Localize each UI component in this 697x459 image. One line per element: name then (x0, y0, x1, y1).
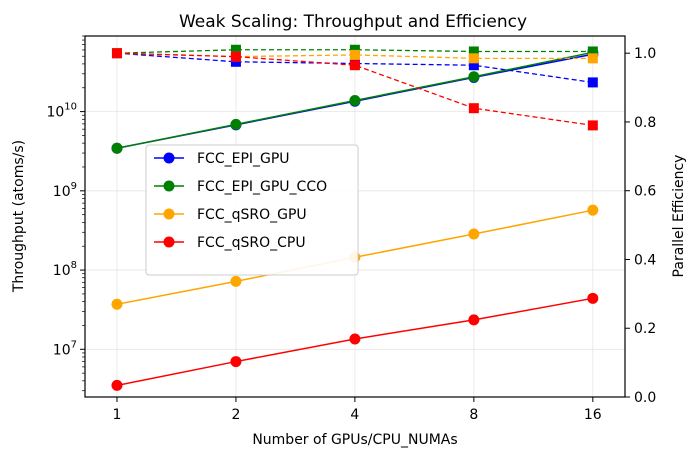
throughput-point-fcc-qsro-gpu (587, 204, 599, 216)
legend-label-fcc-epi-gpu-cco: FCC_EPI_GPU_CCO (197, 179, 327, 195)
y-left-tick-label: 109 (53, 181, 77, 200)
y-right-axis-label: Parallel Efficiency (671, 155, 687, 278)
x-tick-label: 2 (231, 407, 240, 423)
efficiency-point-fcc-qsro-cpu (468, 103, 479, 114)
x-tick-label: 16 (584, 407, 602, 423)
legend-label-fcc-epi-gpu: FCC_EPI_GPU (197, 151, 290, 167)
legend: FCC_EPI_GPU FCC_EPI_GPU_CCO FCC_qSRO_GPU FC… (145, 144, 359, 276)
x-tick-label: 4 (350, 407, 359, 423)
y-left-tick-label: 1010 (46, 102, 77, 121)
efficiency-point-fcc-qsro-cpu (349, 60, 360, 71)
throughput-point-fcc-epi-gpu-cco (230, 118, 242, 130)
legend-label-fcc-qsro-gpu: FCC_qSRO_GPU (197, 207, 307, 223)
chart-title: Weak Scaling: Throughput and Efficiency (179, 12, 527, 32)
legend-marker-fcc-qsro-cpu (163, 236, 175, 248)
efficiency-point-fcc-epi-gpu-cco (349, 44, 360, 55)
efficiency-point-fcc-qsro-gpu (468, 53, 479, 64)
legend-box (145, 144, 359, 276)
throughput-point-fcc-epi-gpu-cco (349, 95, 361, 107)
y-right-tick-label: 0.0 (634, 390, 656, 406)
throughput-point-fcc-qsro-cpu (349, 333, 361, 345)
y-left-axis-label: Throughput (atoms/s) (11, 140, 27, 293)
throughput-point-fcc-epi-gpu-cco (111, 142, 123, 154)
throughput-point-fcc-qsro-cpu (111, 379, 123, 391)
efficiency-point-fcc-epi-gpu (230, 56, 241, 67)
y-right-tick-label: 0.6 (634, 184, 656, 200)
x-tick-label: 1 (113, 407, 122, 423)
throughput-point-fcc-qsro-cpu (468, 314, 480, 326)
y-left-axis-ticks: 107 108 109 1010 (46, 35, 85, 392)
efficiency-point-fcc-qsro-cpu (230, 51, 241, 62)
legend-label-fcc-qsro-cpu: FCC_qSRO_CPU (197, 235, 306, 251)
y-left-tick-label: 107 (53, 339, 77, 358)
efficiency-point-fcc-epi-gpu (468, 60, 479, 71)
x-tick-label: 8 (469, 407, 478, 423)
efficiency-point-fcc-qsro-cpu (587, 120, 598, 131)
efficiency-point-fcc-epi-gpu-cco (230, 44, 241, 55)
efficiency-point-fcc-qsro-cpu (111, 48, 122, 59)
efficiency-line-fcc-epi-gpu-cco (116, 49, 593, 54)
y-right-tick-label: 0.2 (634, 321, 656, 337)
efficiency-point-fcc-qsro-gpu (587, 53, 598, 64)
efficiency-point-fcc-qsro-gpu (349, 49, 360, 60)
efficiency-line-fcc-qsro-gpu (116, 52, 593, 59)
y-right-tick-label: 1.0 (634, 46, 656, 62)
y-left-tick-label: 108 (53, 260, 77, 279)
y-right-axis-ticks: 0.0 0.2 0.4 0.6 0.8 1.0 (625, 46, 656, 406)
legend-marker-fcc-epi-gpu (163, 152, 175, 164)
x-axis-label: Number of GPUs/CPU_NUMAs (252, 432, 457, 448)
throughput-point-fcc-qsro-gpu (230, 275, 242, 287)
throughput-point-fcc-qsro-gpu (111, 298, 123, 310)
legend-marker-fcc-qsro-gpu (163, 208, 175, 220)
legend-marker-fcc-epi-gpu-cco (163, 180, 175, 192)
throughput-point-fcc-qsro-gpu (468, 228, 480, 240)
throughput-point-fcc-epi-gpu-cco (468, 71, 480, 83)
efficiency-point-fcc-epi-gpu (587, 77, 598, 88)
y-right-tick-label: 0.4 (634, 252, 656, 268)
x-axis-ticks: 1 2 4 8 16 (113, 397, 602, 423)
efficiency-line-fcc-qsro-cpu (116, 52, 593, 127)
efficiency-point-fcc-epi-gpu-cco (468, 46, 479, 57)
throughput-point-fcc-qsro-cpu (587, 292, 599, 304)
y-right-tick-label: 0.8 (634, 115, 656, 131)
throughput-point-fcc-qsro-cpu (230, 356, 242, 368)
